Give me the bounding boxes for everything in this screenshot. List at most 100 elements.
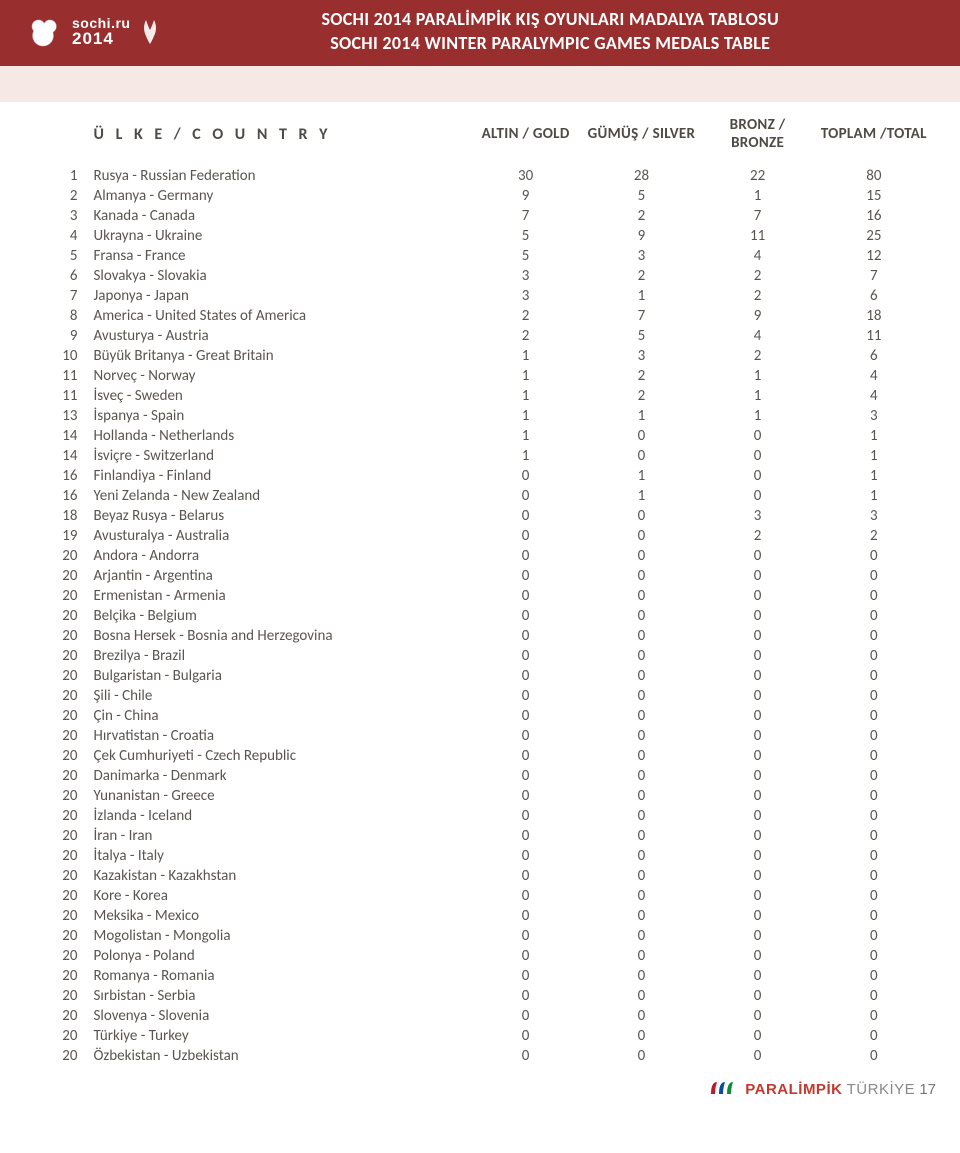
- cell-total: 7: [816, 266, 932, 286]
- cell-bronze: 0: [700, 706, 816, 726]
- cell-silver: 0: [583, 506, 699, 526]
- cell-country: Avusturalya - Australia: [90, 526, 468, 546]
- cell-rank: 20: [44, 626, 90, 646]
- cell-bronze: 0: [700, 466, 816, 486]
- cell-silver: 0: [583, 626, 699, 646]
- logo-line1: sochi.ru: [72, 16, 130, 30]
- cell-bronze: 1: [700, 186, 816, 206]
- cell-total: 0: [816, 1026, 932, 1046]
- cell-silver: 0: [583, 1046, 699, 1066]
- cell-country: Beyaz Rusya - Belarus: [90, 506, 468, 526]
- cell-bronze: 0: [700, 1006, 816, 1026]
- cell-silver: 0: [583, 426, 699, 446]
- cell-bronze: 0: [700, 546, 816, 566]
- cell-bronze: 4: [700, 246, 816, 266]
- cell-silver: 0: [583, 706, 699, 726]
- cell-silver: 1: [583, 486, 699, 506]
- cell-total: 0: [816, 646, 932, 666]
- cell-silver: 0: [583, 546, 699, 566]
- cell-silver: 0: [583, 986, 699, 1006]
- cell-total: 2: [816, 526, 932, 546]
- cell-rank: 20: [44, 586, 90, 606]
- cell-silver: 0: [583, 1006, 699, 1026]
- cell-total: 0: [816, 926, 932, 946]
- table-row: 20Çek Cumhuriyeti - Czech Republic0000: [44, 746, 932, 766]
- cell-bronze: 1: [700, 386, 816, 406]
- cell-gold: 3: [468, 286, 584, 306]
- cell-country: Finlandiya - Finland: [90, 466, 468, 486]
- cell-silver: 0: [583, 926, 699, 946]
- cell-bronze: 0: [700, 926, 816, 946]
- cell-gold: 30: [468, 166, 584, 186]
- cell-silver: 0: [583, 586, 699, 606]
- cell-bronze: 0: [700, 986, 816, 1006]
- cell-total: 0: [816, 906, 932, 926]
- cell-silver: 0: [583, 906, 699, 926]
- cell-country: İsveç - Sweden: [90, 386, 468, 406]
- cell-gold: 0: [468, 906, 584, 926]
- cell-rank: 20: [44, 826, 90, 846]
- cell-total: 6: [816, 286, 932, 306]
- cell-bronze: 0: [700, 746, 816, 766]
- cell-total: 3: [816, 406, 932, 426]
- cell-country: Büyük Britanya - Great Britain: [90, 346, 468, 366]
- table-body: 1Rusya - Russian Federation302822802Alma…: [44, 166, 932, 1066]
- cell-country: Belçika - Belgium: [90, 606, 468, 626]
- cell-bronze: 0: [700, 886, 816, 906]
- cell-silver: 0: [583, 726, 699, 746]
- cell-rank: 14: [44, 446, 90, 466]
- cell-gold: 2: [468, 306, 584, 326]
- cell-total: 4: [816, 386, 932, 406]
- cell-silver: 0: [583, 966, 699, 986]
- cell-rank: 8: [44, 306, 90, 326]
- cell-country: Japonya - Japan: [90, 286, 468, 306]
- cell-country: Yeni Zelanda - New Zealand: [90, 486, 468, 506]
- cell-silver: 0: [583, 786, 699, 806]
- cell-gold: 0: [468, 666, 584, 686]
- cell-total: 0: [816, 686, 932, 706]
- cell-bronze: 0: [700, 826, 816, 846]
- cell-silver: 0: [583, 746, 699, 766]
- cell-bronze: 1: [700, 406, 816, 426]
- cell-silver: 5: [583, 326, 699, 346]
- cell-gold: 0: [468, 726, 584, 746]
- cell-bronze: 0: [700, 806, 816, 826]
- cell-rank: 10: [44, 346, 90, 366]
- table-row: 11İsveç - Sweden1214: [44, 386, 932, 406]
- cell-country: Almanya - Germany: [90, 186, 468, 206]
- cell-silver: 0: [583, 946, 699, 966]
- cell-rank: 20: [44, 866, 90, 886]
- sochi-logo: sochi.ru 2014: [20, 8, 160, 54]
- table-row: 20İtalya - Italy0000: [44, 846, 932, 866]
- cell-gold: 0: [468, 866, 584, 886]
- cell-bronze: 0: [700, 566, 816, 586]
- table-row: 2Almanya - Germany95115: [44, 186, 932, 206]
- table-row: 20Sırbistan - Serbia0000: [44, 986, 932, 1006]
- cell-gold: 0: [468, 566, 584, 586]
- paralympic-flame-icon: [140, 16, 160, 46]
- cell-gold: 0: [468, 626, 584, 646]
- paralympic-agitos-icon: [709, 1080, 737, 1100]
- cell-gold: 0: [468, 1046, 584, 1066]
- cell-rank: 14: [44, 426, 90, 446]
- cell-gold: 3: [468, 266, 584, 286]
- cell-rank: 20: [44, 886, 90, 906]
- cell-country: Hırvatistan - Croatia: [90, 726, 468, 746]
- cell-silver: 0: [583, 846, 699, 866]
- cell-silver: 2: [583, 386, 699, 406]
- cell-country: Kore - Korea: [90, 886, 468, 906]
- table-row: 19Avusturalya - Australia0022: [44, 526, 932, 546]
- cell-gold: 5: [468, 246, 584, 266]
- cell-country: Rusya - Russian Federation: [90, 166, 468, 186]
- cell-total: 11: [816, 326, 932, 346]
- cell-country: Norveç - Norway: [90, 366, 468, 386]
- table-row: 20Danimarka - Denmark0000: [44, 766, 932, 786]
- cell-gold: 1: [468, 406, 584, 426]
- cell-country: Bosna Hersek - Bosnia and Herzegovina: [90, 626, 468, 646]
- cell-country: Yunanistan - Greece: [90, 786, 468, 806]
- cell-rank: 6: [44, 266, 90, 286]
- cell-rank: 20: [44, 666, 90, 686]
- cell-gold: 0: [468, 586, 584, 606]
- cell-bronze: 0: [700, 586, 816, 606]
- cell-rank: 20: [44, 1006, 90, 1026]
